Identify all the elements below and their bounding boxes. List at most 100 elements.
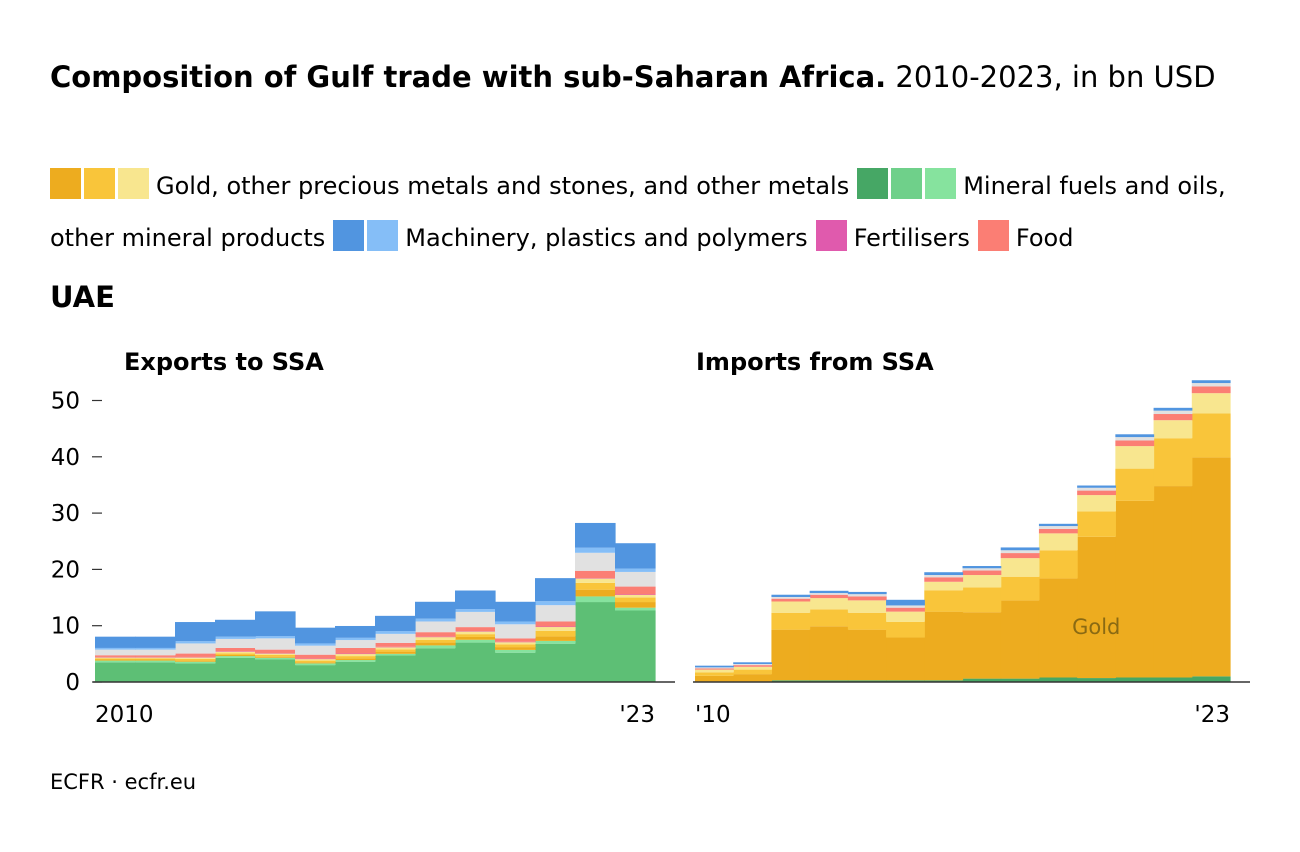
- bar-segment: [535, 636, 576, 641]
- bar-segment: [335, 653, 376, 657]
- bar-segment: [135, 656, 176, 658]
- legend-swatch: [925, 168, 957, 199]
- bar-segment: [1038, 528, 1078, 534]
- legend-label: Machinery, plastics and polymers: [405, 224, 808, 252]
- bar-segment: [962, 678, 1002, 682]
- bar-segment: [215, 651, 256, 654]
- bar-segment: [135, 660, 176, 663]
- bar-segment: [695, 668, 734, 670]
- bar-segment: [962, 570, 1002, 576]
- bar-segment: [375, 646, 416, 648]
- bar-segment: [575, 578, 616, 583]
- bar-segment: [415, 636, 456, 640]
- bar-segment: [1000, 678, 1040, 682]
- bar-segment: [495, 644, 536, 648]
- bar-segment: [1115, 446, 1155, 469]
- bar-segment: [175, 622, 216, 642]
- bar-segment: [215, 638, 256, 648]
- legend-swatch: [118, 168, 149, 199]
- bar-segment: [924, 581, 964, 591]
- bar-segment: [535, 626, 576, 628]
- bar-segment: [886, 599, 925, 606]
- bar-segment: [95, 649, 136, 656]
- bar-segment: [1000, 576, 1040, 601]
- bar-segment: [375, 642, 416, 647]
- bar-segment: [1191, 380, 1231, 384]
- bar-segment: [1038, 523, 1078, 527]
- chart-area: 0 10 20 30 40 50 Exports to SSA 2010 '23 Imports …: [51, 348, 1250, 728]
- bar-segment: [886, 605, 925, 608]
- bar-segment: [135, 647, 176, 650]
- bar-segment: [495, 624, 536, 639]
- bar-segment: [295, 662, 336, 664]
- bar-segment: [1077, 678, 1116, 682]
- bar-segment: [255, 653, 296, 654]
- x-tick-label: '23: [1194, 702, 1230, 728]
- bar-segment: [695, 665, 734, 668]
- bar-segment: [455, 634, 496, 637]
- bar-segment: [962, 575, 1002, 588]
- bar-segment: [335, 647, 376, 654]
- bar-segment: [615, 610, 656, 682]
- bar-segment: [809, 598, 849, 610]
- bar-segment: [771, 594, 811, 597]
- bar-segment: [1153, 420, 1193, 439]
- bar-segment: [255, 649, 296, 654]
- bar-segment: [575, 547, 616, 553]
- bar-segment: [295, 645, 336, 655]
- bar-segment: [1038, 677, 1078, 682]
- bar-segment: [1191, 413, 1231, 458]
- gold-annotation: Gold: [1072, 615, 1120, 639]
- bar-segment: [1115, 500, 1155, 678]
- bar-segment: [215, 654, 256, 657]
- bar-segment: [1077, 487, 1116, 491]
- bar-segment: [455, 631, 496, 635]
- bar-segment: [375, 653, 416, 656]
- bar-segment: [295, 643, 336, 646]
- bar-segment: [1191, 457, 1231, 677]
- bar-segment: [1153, 414, 1193, 421]
- bar-segment: [615, 602, 656, 608]
- legend-swatch: [84, 168, 115, 199]
- bar-segment: [809, 593, 849, 595]
- bar-segment: [1115, 434, 1155, 438]
- bar-segment: [495, 601, 536, 622]
- bar-segment: [255, 654, 296, 657]
- bar-segment: [924, 611, 964, 681]
- bar-segment: [1000, 547, 1040, 551]
- bar-segment: [495, 642, 536, 645]
- bar-segment: [1000, 553, 1040, 559]
- bar-segment: [295, 658, 336, 660]
- bar-segment: [95, 660, 136, 663]
- bar-segment: [95, 662, 136, 682]
- bar-segment: [535, 643, 576, 682]
- bar-segment: [215, 656, 256, 658]
- legend-swatch: [891, 168, 923, 199]
- bar-segment: [962, 612, 1002, 679]
- bar-segment: [415, 642, 456, 646]
- bar-segment: [135, 659, 176, 661]
- bar-segment: [575, 570, 616, 579]
- bar-segment: [535, 621, 576, 627]
- chart-title-rest: 2010-2023, in bn USD: [895, 60, 1216, 94]
- bar-segment: [962, 568, 1002, 571]
- bar-segment: [1153, 486, 1193, 678]
- legend-swatch: [857, 168, 889, 199]
- bar-segment: [495, 638, 536, 642]
- legend-label: Mineral fuels and oils, other mineral pr…: [50, 172, 1226, 252]
- bar-segment: [1077, 536, 1116, 679]
- bar-segment: [95, 655, 136, 657]
- bar-segment: [535, 630, 576, 637]
- bar-segment: [695, 667, 734, 669]
- bar-segment: [1077, 490, 1116, 496]
- bar-segment: [175, 658, 216, 661]
- bar-segment: [771, 680, 811, 682]
- bar-segment: [733, 669, 773, 675]
- bar-segment: [255, 657, 296, 660]
- legend-swatch: [50, 168, 81, 199]
- legend-swatch: [333, 220, 365, 251]
- bar-segment: [615, 607, 656, 611]
- bar-segment: [255, 638, 296, 650]
- bar-segment: [375, 633, 416, 643]
- bar-segment: [809, 626, 849, 681]
